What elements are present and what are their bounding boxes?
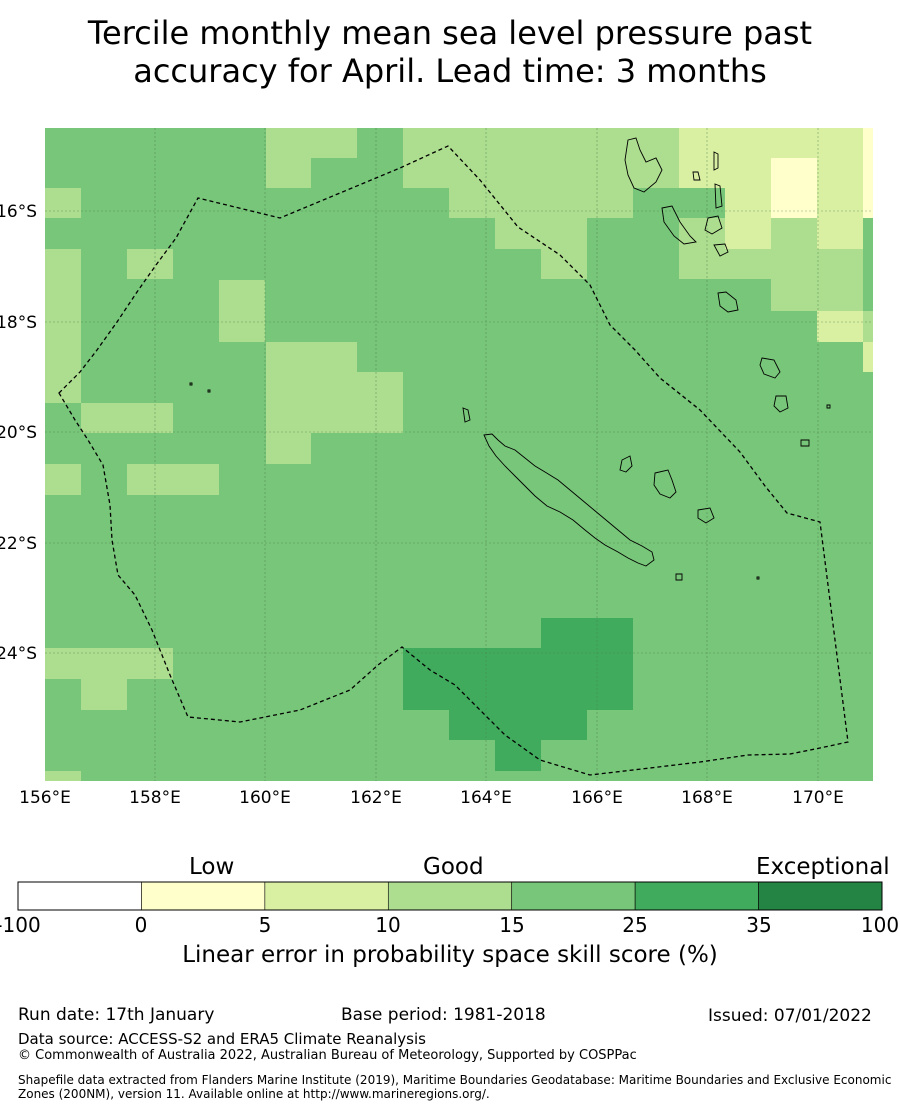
map-cells-25-35 — [403, 618, 633, 771]
colorbar-tick-label: -100 — [0, 913, 41, 937]
issued-date: Issued: 07/01/2022 — [708, 1006, 872, 1026]
colorbar-tick-label: 0 — [134, 913, 148, 937]
colorbar-tick-label: 100 — [860, 913, 900, 937]
lat-tick-label: 24°S — [0, 644, 37, 664]
colorbar-tick-label: 25 — [622, 913, 648, 937]
vanuatu-epi — [704, 215, 723, 235]
map-cells-0-5 — [771, 128, 873, 218]
hunter-island — [826, 404, 831, 409]
copyright: © Commonwealth of Australia 2022, Austra… — [18, 1048, 637, 1063]
vanuatu-malekula — [661, 205, 697, 245]
lon-tick-label: 160°E — [239, 788, 291, 808]
colorbar-tick-label: 15 — [499, 913, 525, 937]
lat-tick-label: 22°S — [0, 534, 37, 554]
colorbar-swatch — [634, 881, 759, 911]
colorbar-swatch — [758, 881, 883, 911]
data-source: Data source: ACCESS-S2 and ERA5 Climate … — [18, 1030, 426, 1048]
loyalty-island-1 — [619, 455, 633, 473]
colorbar-heading-low: Low — [189, 854, 235, 880]
lon-tick-label: 168°E — [681, 788, 733, 808]
skill-map: 156°E 158°E 160°E 162°E 164°E 166°E 168°… — [0, 128, 873, 808]
chesterfield-islet — [189, 382, 193, 386]
walpole-islet — [756, 576, 760, 580]
vanuatu-ambrym — [714, 183, 723, 209]
matthew-island — [800, 439, 810, 447]
vanuatu-maewo — [692, 171, 701, 181]
vanuatu-erromango — [717, 291, 739, 313]
map-cells-10-15 — [45, 128, 873, 781]
lon-tick-label: 156°E — [19, 788, 71, 808]
island-outlines — [189, 137, 831, 581]
lon-tick-label: 164°E — [460, 788, 512, 808]
colorbar-swatch — [17, 881, 142, 911]
title-line-2: accuracy for April. Lead time: 3 months — [133, 52, 767, 90]
lat-tick-label: 18°S — [0, 313, 37, 333]
vanuatu-aneityum — [773, 395, 789, 413]
lon-tick-label: 170°E — [792, 788, 844, 808]
colorbar-frame — [17, 881, 883, 911]
lon-tick-label: 166°E — [571, 788, 623, 808]
colorbar-axis-label: Linear error in probability space skill … — [182, 942, 718, 968]
eez-boundary — [58, 145, 849, 776]
chart-title: Tercile monthly mean sea level pressure … — [0, 14, 900, 90]
belep-island — [462, 407, 471, 423]
vanuatu-pentecost — [713, 151, 719, 171]
colorbar-swatch — [264, 881, 389, 911]
base-period: Base period: 1981-2018 — [341, 1005, 546, 1025]
colorbar-swatch — [511, 881, 636, 911]
colorbar-tick-label: 35 — [746, 913, 772, 937]
small-islet — [207, 389, 211, 393]
new-caledonia-island — [483, 433, 655, 567]
colorbar-swatch — [141, 881, 266, 911]
vanuatu-espiritu-santo — [624, 137, 663, 193]
vanuatu-tanna — [759, 357, 781, 379]
isle-of-pines — [675, 573, 683, 581]
colorbar-tick-label: 5 — [258, 913, 272, 937]
lat-tick-label: 16°S — [0, 202, 37, 222]
shapefile-credit: Shapefile data extracted from Flanders M… — [18, 1073, 892, 1101]
loyalty-island-2 — [653, 469, 677, 499]
run-date: Run date: 17th January — [18, 1005, 215, 1025]
colorbar-swatch — [387, 881, 513, 911]
map-cells-5-10 — [679, 128, 873, 372]
loyalty-island-3 — [697, 507, 715, 524]
colorbar-tick-label: 10 — [375, 913, 401, 937]
lon-tick-label: 162°E — [350, 788, 402, 808]
map-gridlines — [45, 128, 873, 781]
lat-tick-label: 20°S — [0, 423, 37, 443]
colorbar-heading-exceptional: Exceptional — [756, 854, 890, 880]
title-line-1: Tercile monthly mean sea level pressure … — [87, 14, 813, 52]
vanuatu-efate — [713, 243, 729, 257]
colorbar-heading-good: Good — [423, 854, 484, 880]
lon-tick-label: 158°E — [129, 788, 181, 808]
